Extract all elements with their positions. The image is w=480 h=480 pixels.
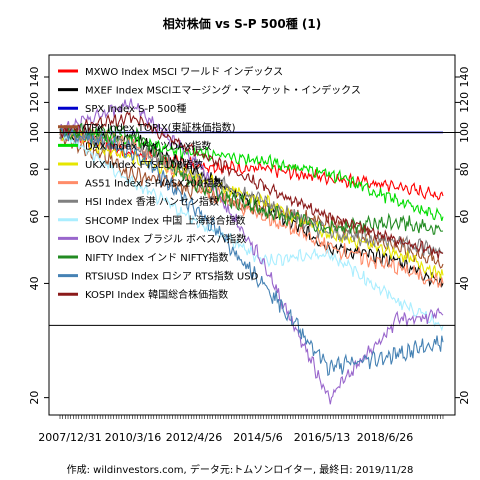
x-tick-label: 2014/5/6 [233, 431, 282, 444]
chart-footer: 作成: wildinvestors.com, データ元:トムソンロイター, 最終… [67, 463, 414, 476]
legend-label: MXEF Index MSCIエマージング・マーケット・インデックス [85, 84, 361, 97]
legend-label: NIFTY Index インド NIFTY指数 [85, 251, 229, 264]
y-tick-label-right: 120 [458, 92, 471, 113]
y-tick-label-right: 140 [458, 67, 471, 88]
y-tick-label-right: 40 [458, 276, 471, 290]
series-line-shcomp [59, 131, 444, 332]
y-tick-label-left: 100 [28, 122, 41, 143]
y-tick-label-right: 80 [458, 162, 471, 176]
reference-lines [49, 131, 455, 326]
x-tick-label: 2012/4/26 [166, 431, 222, 444]
legend-label: SPX Index S-P 500種 [85, 102, 186, 115]
y-tick-label-left: 20 [28, 391, 41, 405]
y-axis-right: 20 40 60 80 100 120 140 [455, 67, 471, 405]
series-line-ukx [59, 126, 444, 279]
y-tick-label-right: 60 [458, 210, 471, 224]
series-line-hsi [59, 128, 444, 256]
x-axis: 2007/12/31 2010/3/16 2012/4/26 2014/5/6 2016… [38, 415, 444, 444]
y-tick-label-right: 100 [458, 122, 471, 143]
plot-frame [48, 54, 456, 416]
series-line-rtsiusd [59, 125, 444, 377]
series-line-nifty [59, 122, 444, 235]
series-layer [59, 98, 444, 405]
legend-label: AS51 Index S-P/ASX200指数 [85, 177, 223, 190]
x-tick-label: 2018/6/26 [357, 431, 413, 444]
series-line-ibov [59, 98, 444, 405]
chart-title: 相対株価 vs S-P 500種 (1) [163, 16, 321, 31]
legend-label: DAX Index ドイツDAX指数 [85, 139, 211, 152]
legend-label: HSI Index 香港 ハンセン指数 [85, 195, 219, 208]
legend-label: KOSPI Index 韓国総合株価指数 [85, 288, 228, 301]
legend-label: UKX Index FTSE100指数 [85, 158, 203, 171]
series-line-as51 [59, 125, 444, 288]
legend: MXWO Index MSCI ワールド インデックス MXEF Index MS… [58, 65, 361, 301]
x-tick-label: 2016/5/13 [294, 431, 350, 444]
y-tick-label-left: 120 [28, 92, 41, 113]
series-line-kospi [59, 110, 444, 259]
legend-label: MXWO Index MSCI ワールド インデックス [85, 65, 283, 78]
y-tick-label-left: 60 [28, 210, 41, 224]
legend-label: SHCOMP Index 中国 上海総合指数 [85, 214, 245, 227]
legend-label: TPX Index TOPIX(東証株価指数) [84, 121, 236, 134]
y-tick-label-right: 20 [458, 391, 471, 405]
y-axis-left: 20 40 60 80 100 120 140 [28, 67, 49, 405]
x-tick-label: 2010/3/16 [105, 431, 161, 444]
legend-label: IBOV Index ブラジル ボベスパ指数 [85, 232, 246, 245]
y-tick-label-left: 140 [28, 67, 41, 88]
y-tick-label-left: 80 [28, 162, 41, 176]
legend-label: RTSIUSD Index ロシア RTS指数 USD [85, 270, 259, 283]
y-tick-label-left: 40 [28, 276, 41, 290]
x-tick-label: 2007/12/31 [38, 431, 101, 444]
